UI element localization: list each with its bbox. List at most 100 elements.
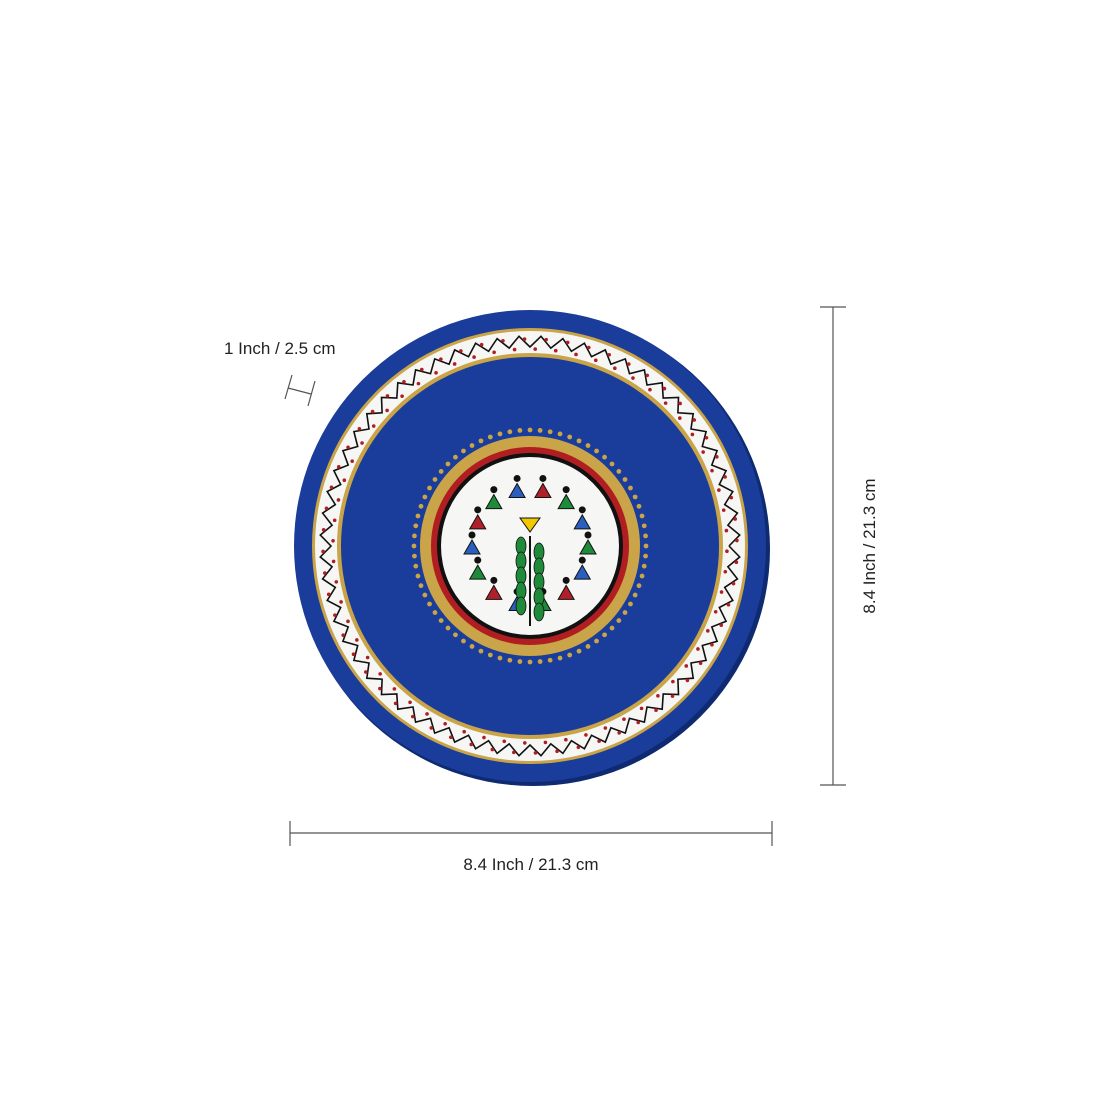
gold-dot: [537, 659, 543, 664]
red-dot: [631, 376, 635, 380]
plate-image: [294, 310, 770, 786]
gold-dot: [415, 513, 421, 519]
gold-dot: [643, 553, 648, 559]
folk-figure: [484, 493, 503, 510]
red-dot: [434, 371, 438, 375]
red-dot: [544, 337, 549, 342]
red-dot: [331, 559, 336, 564]
folk-figure-head: [578, 556, 586, 564]
red-dot: [713, 609, 718, 614]
height-label: 8.4 Inch / 21.3 cm: [860, 478, 879, 614]
red-dot: [662, 386, 667, 391]
red-dot: [597, 739, 601, 743]
red-dot: [698, 661, 703, 666]
gold-dot: [557, 431, 563, 437]
red-dot: [371, 424, 376, 428]
red-dot: [385, 408, 389, 413]
red-dot: [479, 342, 484, 347]
gold-dot: [487, 652, 493, 658]
height-dimension-line: [820, 306, 846, 786]
red-dot: [678, 416, 682, 420]
red-dot: [370, 409, 375, 414]
gold-dot: [585, 644, 591, 649]
gold-dot: [616, 469, 622, 474]
red-dot: [705, 629, 710, 633]
width-dimension-line: [289, 821, 773, 846]
red-dot: [543, 740, 548, 745]
gold-dot: [547, 429, 553, 435]
red-dot: [723, 569, 728, 574]
red-dot: [459, 349, 463, 353]
gold-dot: [413, 523, 419, 529]
red-dot: [449, 735, 453, 740]
red-dot: [492, 350, 496, 355]
gold-dot: [622, 477, 628, 482]
tree-leaf: [533, 602, 545, 622]
folk-figure: [484, 584, 503, 600]
red-dot: [393, 701, 398, 706]
red-dot: [416, 381, 421, 386]
red-dot: [584, 733, 588, 737]
gold-dot: [609, 625, 615, 631]
folk-figure-head: [468, 531, 476, 539]
gold-dot: [517, 659, 523, 664]
folk-figure: [573, 513, 592, 530]
red-dot: [357, 426, 362, 431]
red-dot: [731, 581, 736, 586]
red-dot: [735, 538, 739, 543]
gold-dot: [413, 563, 419, 569]
gold-dot: [497, 655, 503, 661]
folk-figure-head: [474, 556, 482, 564]
red-dot: [639, 706, 644, 711]
gold-dot: [422, 494, 428, 500]
red-dot: [678, 401, 682, 406]
red-dot: [502, 739, 507, 744]
gold-dot: [576, 648, 582, 654]
gold-dot: [616, 618, 622, 623]
red-dot: [564, 737, 568, 742]
folk-figure-head: [562, 486, 570, 494]
red-dot: [723, 475, 727, 479]
folk-figure-head: [513, 474, 521, 482]
red-dot: [710, 468, 714, 473]
red-dot: [321, 549, 325, 554]
red-dot: [378, 672, 382, 676]
gold-dot: [453, 632, 458, 638]
red-dot: [685, 678, 690, 683]
red-dot: [321, 527, 326, 532]
red-dot: [336, 465, 341, 469]
gold-dot: [557, 655, 563, 661]
red-dot: [346, 445, 350, 450]
red-dot: [654, 708, 658, 713]
gold-dot: [478, 648, 484, 654]
red-dot: [334, 580, 339, 584]
red-dot: [719, 623, 724, 627]
red-dot: [336, 498, 341, 502]
gold-dot: [567, 434, 573, 440]
red-dot: [586, 345, 591, 350]
red-dot: [363, 670, 368, 674]
folk-figure: [573, 564, 592, 580]
gold-dot: [418, 583, 424, 589]
gold-dot: [622, 610, 628, 615]
red-dot: [656, 694, 660, 698]
red-dot: [613, 366, 617, 371]
gold-dot: [639, 573, 645, 579]
red-dot: [721, 508, 726, 512]
gold-dot: [469, 443, 475, 448]
gold-dot: [639, 513, 645, 519]
thickness-dimension-icon: [284, 374, 316, 407]
folk-figure: [557, 493, 576, 510]
red-dot: [648, 387, 652, 392]
gold-dot: [632, 592, 638, 598]
folk-figure-head: [584, 531, 592, 539]
red-dot: [341, 633, 345, 637]
red-dot: [402, 379, 406, 384]
red-dot: [360, 441, 364, 445]
gold-dot: [432, 477, 438, 482]
gold-dot: [585, 443, 591, 448]
gold-dot: [537, 428, 543, 433]
folk-figure-head: [490, 486, 498, 494]
red-dot: [574, 352, 578, 357]
